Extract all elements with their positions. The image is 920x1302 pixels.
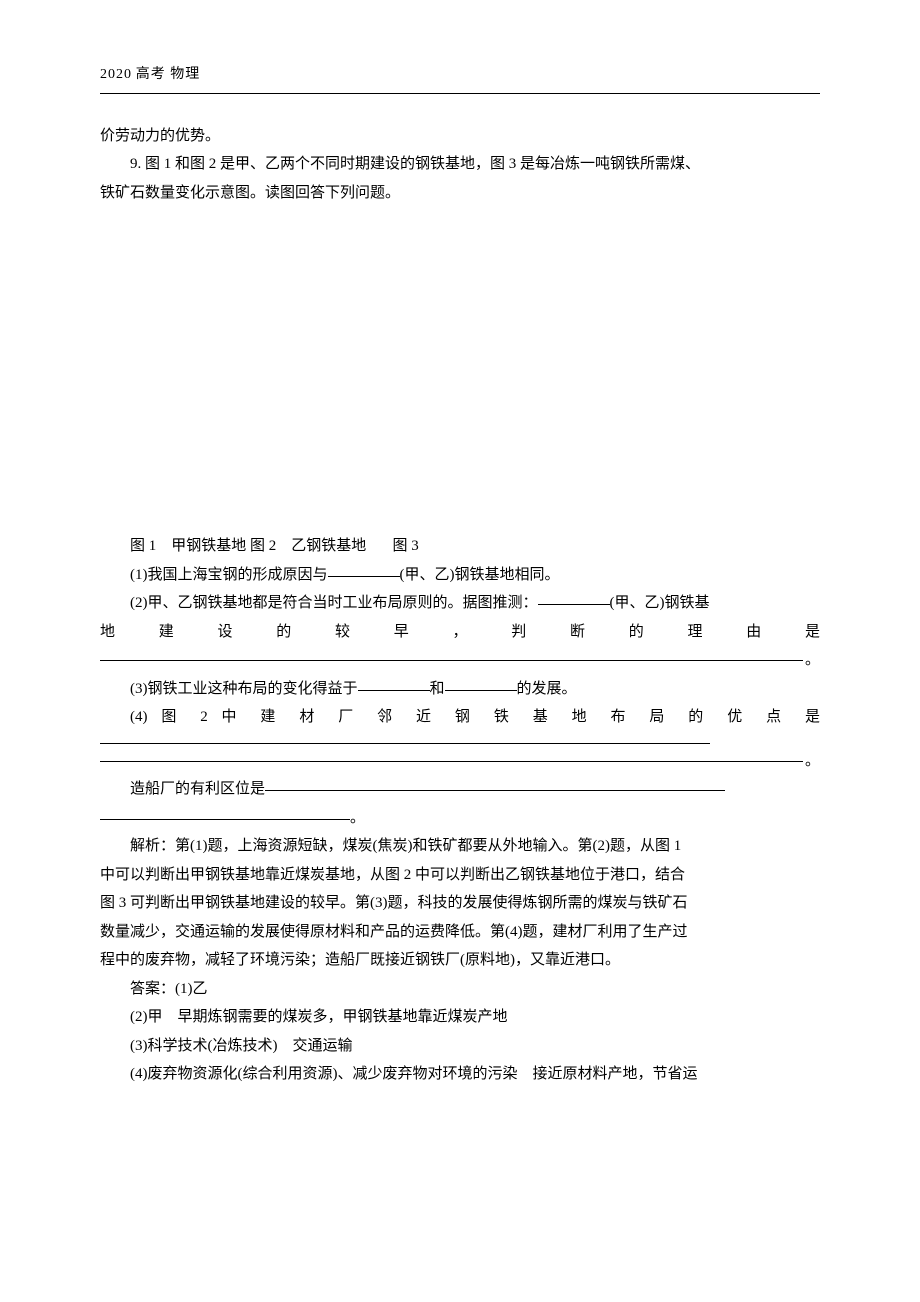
document-body: 价劳动力的优势。 9. 图 1 和图 2 是甲、乙两个不同时期建设的钢铁基地，图… [100,122,820,1089]
ship-blank2 [100,805,350,820]
q2-suffix1: (甲、乙)钢铁基 [610,595,710,611]
q9-prompt-line1: 9. 图 1 和图 2 是甲、乙两个不同时期建设的钢铁基地，图 3 是每冶炼一吨… [100,150,820,179]
ship-blank1 [265,776,725,791]
q3-blank2 [445,676,517,691]
q2b-body: 建 设 的 较 早 ， 判 断 的 理 由 是 [159,624,820,640]
q1-suffix: (甲、乙)钢铁基地相同。 [400,567,560,583]
analysis-line5: 程中的废弃物，减轻了环境污染；造船厂既接近钢铁厂(原料地)，又靠近港口。 [100,946,820,975]
analysis-label: 解析： [130,838,175,854]
answer-line2: (2)甲 早期炼钢需要的煤炭多，甲钢铁基地靠近煤炭产地 [100,1003,820,1032]
q3-blank1 [358,676,430,691]
analysis-line4: 数量减少，交通运输的发展使得原材料和产品的运费降低。第(4)题，建材厂利用了生产… [100,918,820,947]
sub-q2-blank-line: 。 [100,646,820,675]
caption-fig1: 图 1 甲钢铁基地 [130,538,246,554]
q4-text: (4) 图 2 中 建 材 厂 邻 近 钢 铁 基 地 布 局 的 优 点 是 [130,709,820,725]
q1-blank [328,562,400,577]
header-year: 2020 [100,67,132,82]
q3-suffix: 的发展。 [517,681,577,697]
sub-q2-line1: (2)甲、乙钢铁基地都是符合当时工业布局原则的。据图推测： (甲、乙)钢铁基 [100,589,820,618]
q4-blank1 [100,729,710,744]
caption-fig3: 图 3 [393,538,419,554]
sub-q4-blank-line1 [100,732,820,747]
q3-mid: 和 [430,681,445,697]
q2-prefix: (2)甲、乙钢铁基地都是符合当时工业布局原则的。据图推测： [130,595,538,611]
sub-q4-line1: (4) 图 2 中 建 材 厂 邻 近 钢 铁 基 地 布 局 的 优 点 是 [100,703,820,732]
page-header: 2020 高考 物理 [100,60,820,94]
header-title: 高考 物理 [136,67,201,82]
caption-fig2: 图 2 乙钢铁基地 [250,538,366,554]
intro-tail-line: 价劳动力的优势。 [100,122,820,151]
q-ship-prefix: 造船厂的有利区位是 [130,781,265,797]
q2-period: 。 [805,646,820,675]
q3-prefix: (3)钢铁工业这种布局的变化得益于 [130,681,358,697]
answer-label: 答案： [130,981,175,997]
analysis-line1: 解析：第(1)题，上海资源短缺，煤炭(焦炭)和铁矿都要从外地输入。第(2)题，从… [100,832,820,861]
figure-placeholder [100,207,820,532]
answer-line3: (3)科学技术(冶炼技术) 交通运输 [100,1032,820,1061]
q2-long-blank [100,646,803,661]
q4-blank2 [100,747,803,762]
sub-q4-blank-line2: 。 [100,747,820,776]
answer-line4: (4)废弃物资源化(综合利用资源)、减少废弃物对环境的污染 接近原材料产地，节省… [100,1060,820,1089]
sub-q1: (1)我国上海宝钢的形成原因与 (甲、乙)钢铁基地相同。 [100,561,820,590]
sub-q-ship-line2: 。 [100,804,820,833]
answer-1: (1)乙 [175,981,208,997]
sub-q3: (3)钢铁工业这种布局的变化得益于 和 的发展。 [100,675,820,704]
analysis-line2: 中可以判断出甲钢铁基地靠近煤炭基地，从图 2 中可以判断出乙钢铁基地位于港口，结… [100,861,820,890]
analysis-line3: 图 3 可判断出甲钢铁基地建设的较早。第(3)题，科技的发展使得炼钢所需的煤炭与… [100,889,820,918]
sub-q2-line2: 地 建 设 的 较 早 ， 判 断 的 理 由 是 [100,618,820,647]
analysis-text1: 第(1)题，上海资源短缺，煤炭(焦炭)和铁矿都要从外地输入。第(2)题，从图 1 [175,838,681,854]
ship-period: 。 [350,810,365,826]
q9-prompt-line2: 铁矿石数量变化示意图。读图回答下列问题。 [100,179,820,208]
q2b-prefix: 地 [100,624,135,640]
sub-q-ship: 造船厂的有利区位是 [100,775,820,804]
q1-prefix: (1)我国上海宝钢的形成原因与 [130,567,328,583]
q4-period: 。 [805,747,820,776]
answer-line1: 答案：(1)乙 [100,975,820,1004]
q2-blank1 [538,590,610,605]
figure-captions: 图 1 甲钢铁基地 图 2 乙钢铁基地 图 3 [100,532,820,561]
